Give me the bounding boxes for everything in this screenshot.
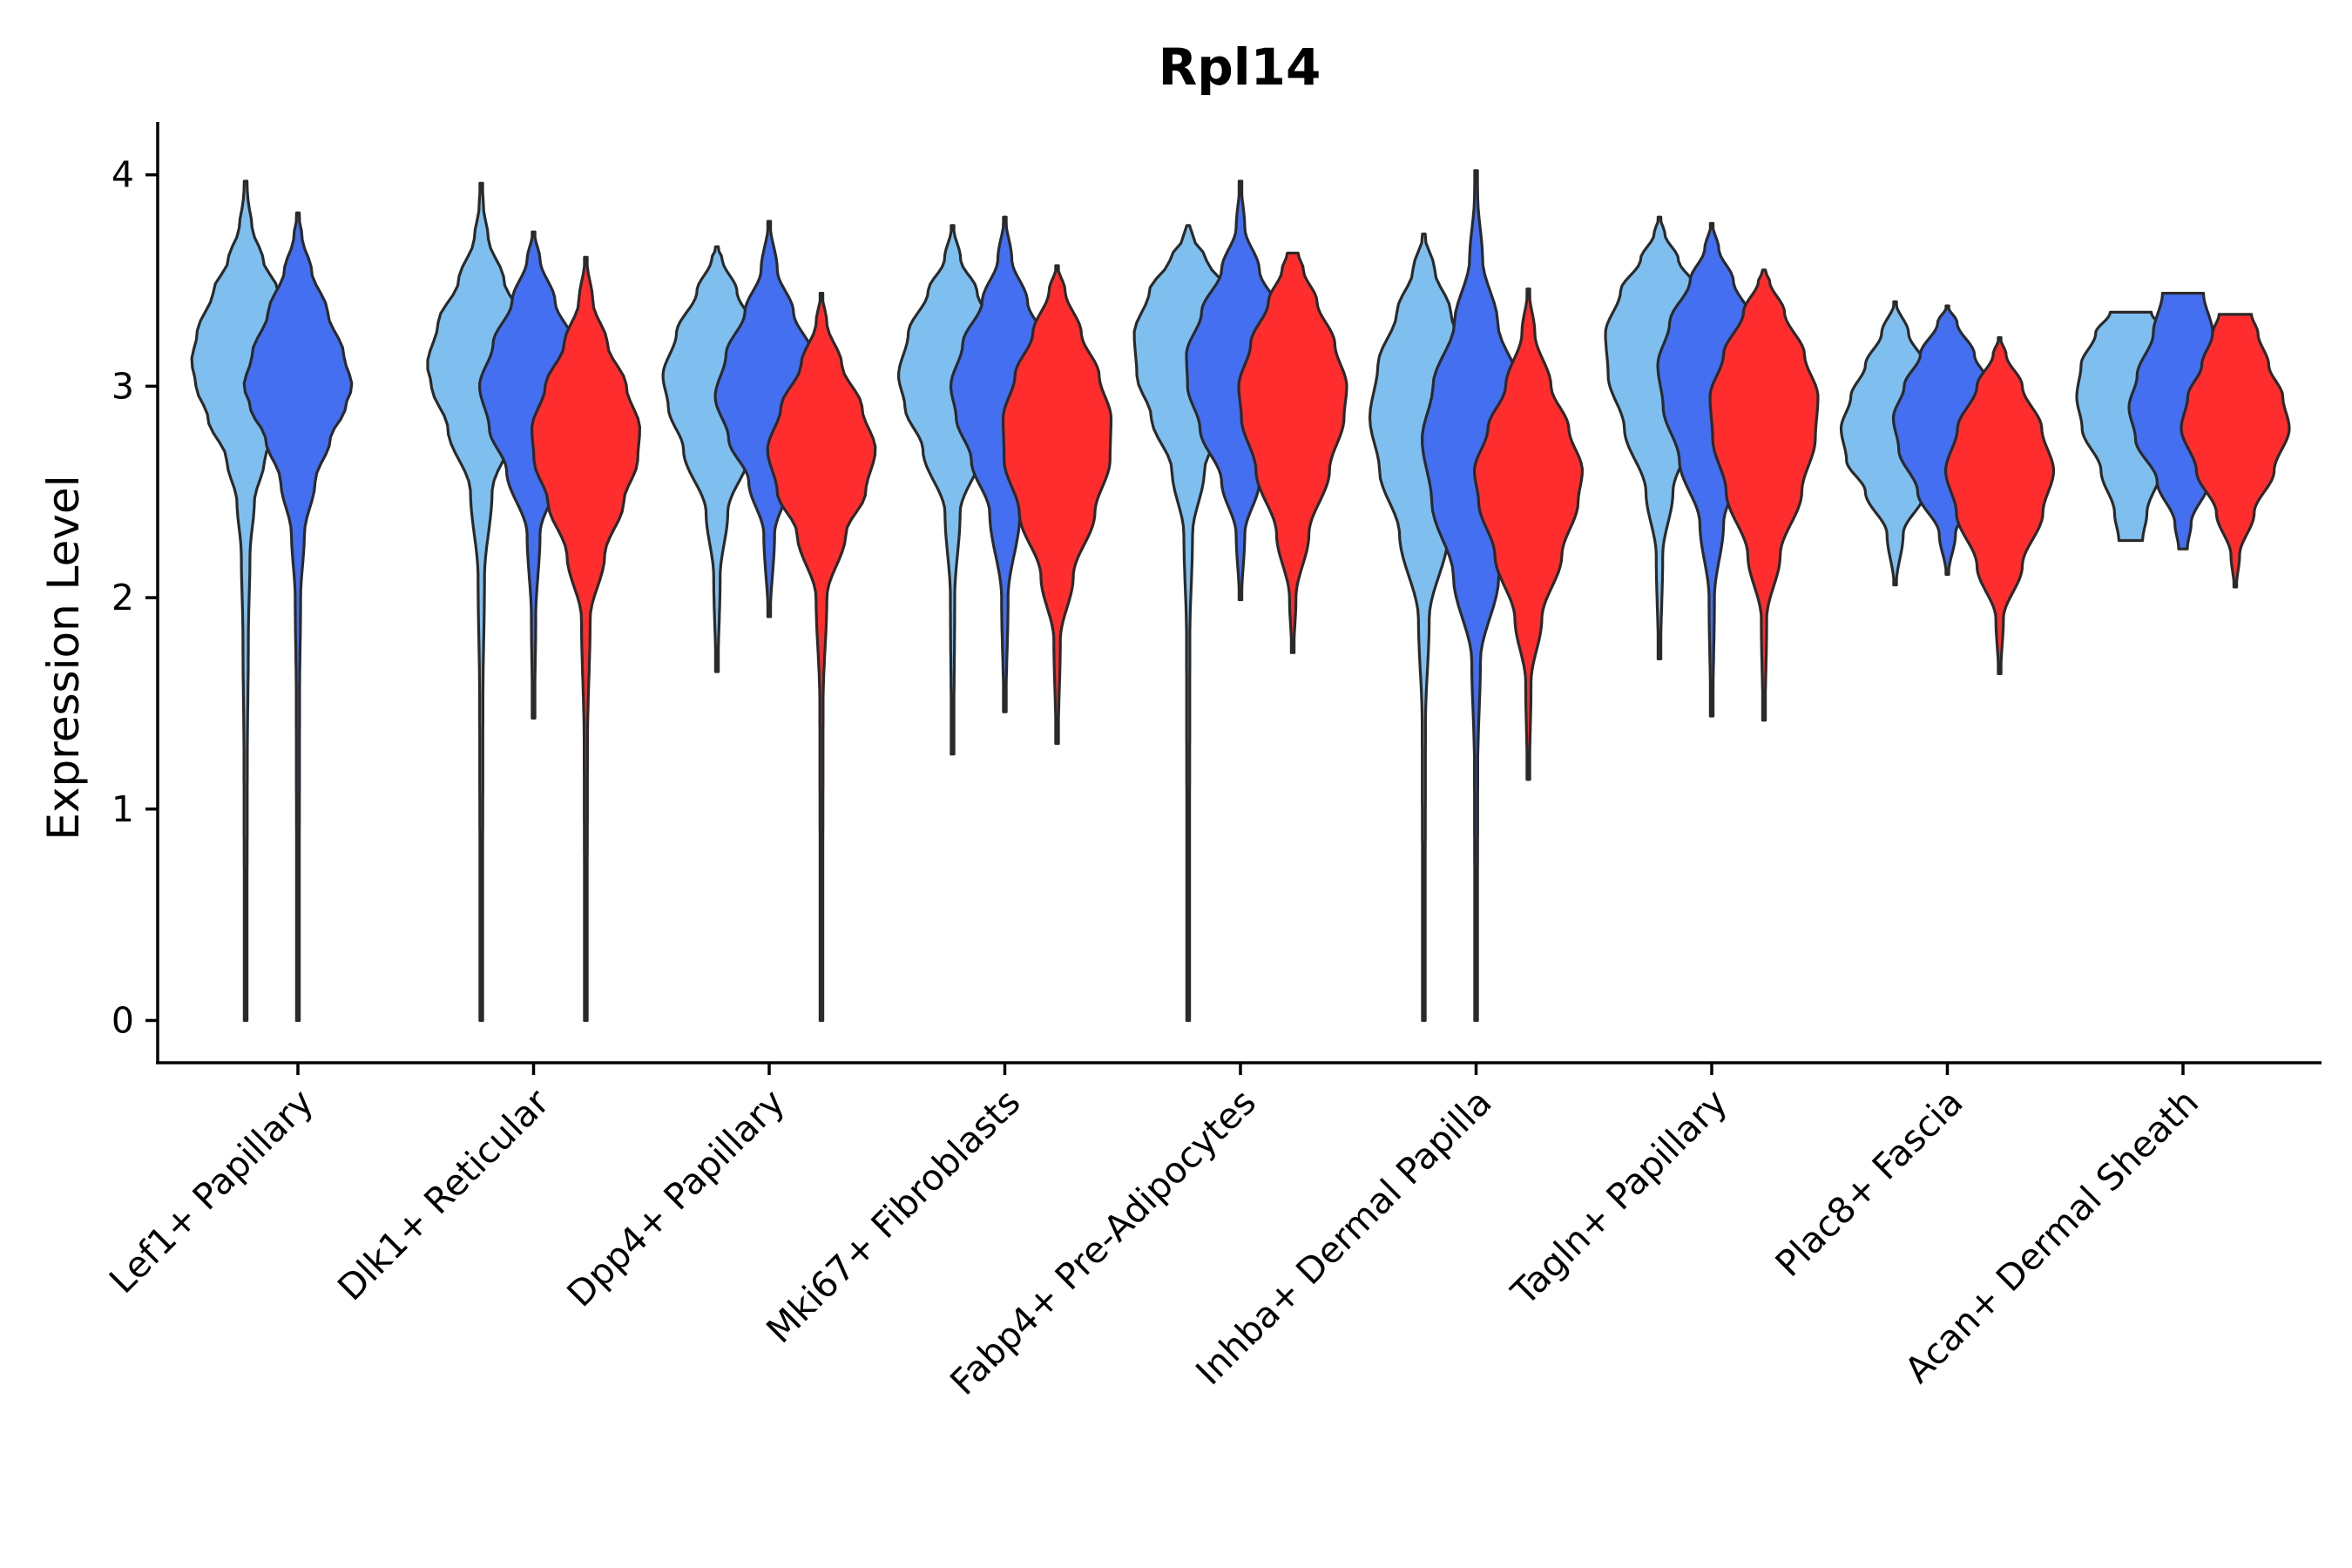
x-tick-label: Dlk1+ Reticular <box>329 1081 557 1308</box>
violin-red <box>1473 287 1584 781</box>
y-tick-label-2: 2 <box>112 577 134 618</box>
y-axis-label: Expression Level <box>38 475 89 840</box>
y-ticks: 0 1 2 3 4 <box>112 154 158 1041</box>
violin-red <box>1943 336 2056 675</box>
x-tick-label: Lef1+ Papillary <box>101 1081 321 1301</box>
violin-red <box>531 255 641 1023</box>
x-tick-label: Tagln+ Papillary <box>1503 1081 1735 1314</box>
x-tick-label: Dpp4+ Papillary <box>559 1081 793 1315</box>
violin-red <box>1001 264 1113 746</box>
violin-red <box>1708 268 1820 722</box>
violin-blue <box>242 211 354 1023</box>
y-tick-label-0: 0 <box>112 999 134 1041</box>
x-tick-label: Mki67+ Fibroblasts <box>759 1081 1029 1351</box>
x-tick-label: Plac8+ Fascia <box>1767 1081 1971 1285</box>
y-tick-label-1: 1 <box>112 788 134 830</box>
violin-red <box>2180 313 2291 589</box>
y-tick-label-4: 4 <box>112 154 134 196</box>
violin-red <box>766 292 877 1023</box>
chart-title: Rpl14 <box>1159 37 1321 97</box>
violin-blue <box>1421 169 1531 1023</box>
plot-area <box>190 169 2291 1023</box>
y-tick-label-3: 3 <box>112 365 134 407</box>
x-ticks: Lef1+ Papillary Dlk1+ Reticular Dpp4+ Papi… <box>101 1063 2207 1403</box>
violin-red <box>1237 251 1348 654</box>
